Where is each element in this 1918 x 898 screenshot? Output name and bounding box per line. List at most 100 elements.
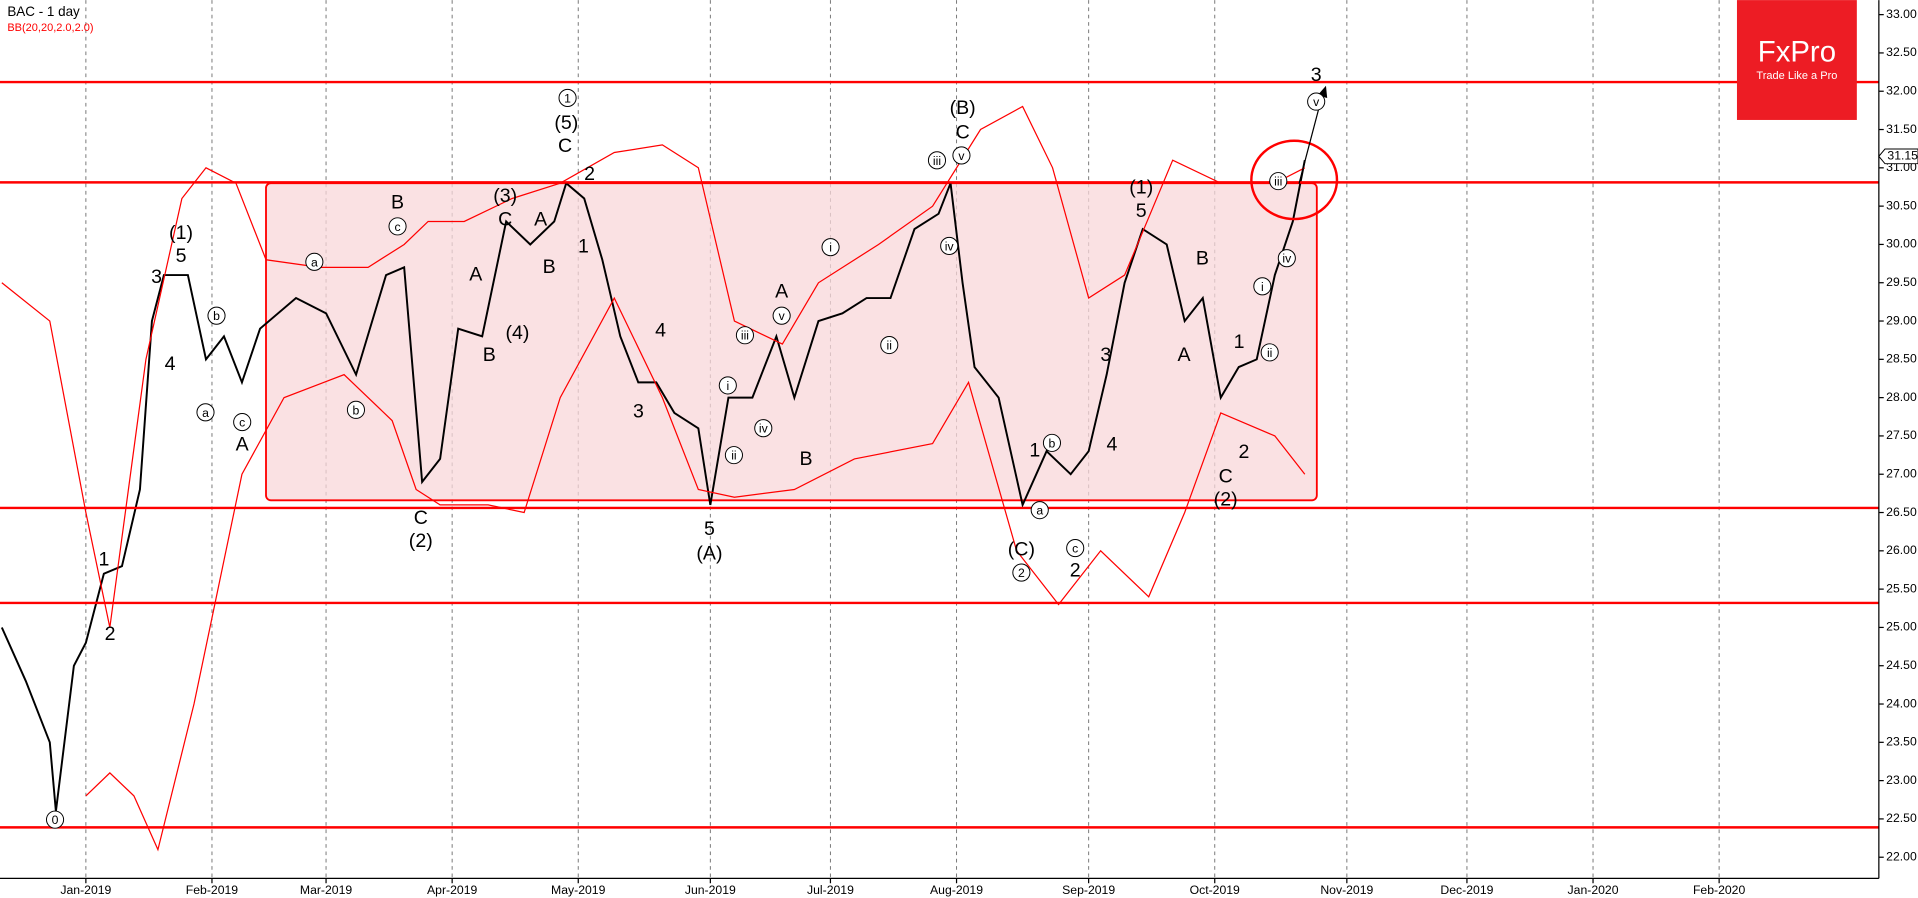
logo-slogan: Trade Like a Pro xyxy=(1756,70,1837,82)
y-tick-label: 30.00 xyxy=(1886,237,1917,251)
x-tick-label: Mar-2019 xyxy=(300,883,352,897)
x-tick-label: Nov-2019 xyxy=(1320,883,1373,897)
wave-label: iii xyxy=(933,154,941,168)
wave-label: b xyxy=(353,403,360,417)
wave-label: b xyxy=(213,309,220,323)
wave-label: B xyxy=(543,256,556,278)
band-line xyxy=(1,105,1306,628)
wave-label: 4 xyxy=(165,353,176,375)
wave-label: A xyxy=(534,208,548,230)
annotation-circle xyxy=(1012,563,1031,582)
wave-label: 3 xyxy=(1100,344,1111,366)
y-tick-label: 31.50 xyxy=(1886,122,1917,136)
wave-label: i xyxy=(1261,280,1264,294)
x-tick-label: Aug-2019 xyxy=(930,883,983,897)
wave-label: B xyxy=(483,344,496,366)
annotation-circle xyxy=(772,306,791,325)
y-tick-label: 28.50 xyxy=(1886,352,1917,366)
levels-layer xyxy=(0,80,1879,829)
logo-brand: FxPro xyxy=(1758,36,1836,69)
wave-label: v xyxy=(779,309,786,323)
wave-label: i xyxy=(726,379,729,393)
annotation-circle xyxy=(207,306,226,325)
wave-label: (A) xyxy=(696,542,722,564)
wave-label: A xyxy=(775,281,789,303)
wave-label: B xyxy=(391,191,404,213)
y-tick-label: 22.00 xyxy=(1886,849,1917,863)
wave-label: v xyxy=(958,149,965,163)
wave-label: i xyxy=(829,241,832,255)
wave-label: 4 xyxy=(1106,434,1117,456)
y-tick-label: 27.50 xyxy=(1886,428,1917,442)
wave-label: C xyxy=(414,507,428,529)
annotation-circle xyxy=(305,252,324,271)
wave-label: 2 xyxy=(1018,566,1025,580)
chart-title: BAC - 1 day xyxy=(7,4,80,19)
annotation-circle xyxy=(233,413,252,432)
wave-label: 5 xyxy=(176,245,187,267)
x-tick-label: Jun-2019 xyxy=(685,883,736,897)
y-tick-label: 23.00 xyxy=(1886,773,1917,787)
annotation-circle xyxy=(1253,277,1272,296)
x-tick-label: Dec-2019 xyxy=(1440,883,1493,897)
wave-label: ii xyxy=(887,338,892,352)
wave-label: b xyxy=(1049,436,1056,450)
wave-label: c xyxy=(239,416,245,430)
y-tick-label: 32.50 xyxy=(1886,45,1917,59)
wave-label: c xyxy=(394,220,400,234)
annotation-circle xyxy=(558,88,577,107)
wave-label: 0 xyxy=(52,813,59,827)
highlight-circle xyxy=(1250,139,1339,221)
annotation-circle xyxy=(724,446,743,465)
wave-label: A xyxy=(469,263,483,285)
last-price-label: 31.15 xyxy=(1887,149,1918,163)
wave-label: 1 xyxy=(578,235,589,257)
wave-label: A xyxy=(236,434,250,456)
annotations: 012345(1)abcAabBcC(2)AB(3)C(4)AB1(5)C213… xyxy=(45,64,1326,829)
wave-label: A xyxy=(1178,344,1192,366)
last-price-box xyxy=(1878,148,1918,165)
wave-label: C xyxy=(498,208,512,230)
x-tick-label: Sep-2019 xyxy=(1062,883,1115,897)
annotation-circle xyxy=(196,403,215,422)
wave-label: (1) xyxy=(1129,177,1153,199)
wave-label: c xyxy=(1072,542,1078,556)
annotation-circle xyxy=(952,146,971,165)
annotation-circle xyxy=(927,151,947,170)
axes: Jan-2019 Feb-2019 Mar-2019 Apr-2019 May-2019… xyxy=(60,7,1918,897)
y-tick-label: 24.00 xyxy=(1886,696,1917,710)
wave-label: v xyxy=(1313,95,1320,109)
wave-label: 1 xyxy=(564,91,571,105)
wave-label: a xyxy=(202,406,209,420)
wave-label: iv xyxy=(1282,252,1292,266)
annotation-circle xyxy=(1066,539,1085,558)
x-tick-label: Apr-2019 xyxy=(427,883,477,897)
band-line xyxy=(85,296,1306,852)
annotation-circle xyxy=(880,335,899,355)
wave-label: 1 xyxy=(1029,440,1040,462)
y-tick-label: 33.00 xyxy=(1886,7,1917,21)
wave-label: ii xyxy=(731,449,736,463)
wave-label: 1 xyxy=(99,548,110,570)
annotation-circle xyxy=(1260,343,1279,362)
wave-label: 3 xyxy=(633,400,644,422)
x-tick-label: Oct-2019 xyxy=(1190,883,1240,897)
wave-label: 3 xyxy=(1311,64,1322,86)
annotation-circle xyxy=(718,376,737,395)
zone-layer xyxy=(265,182,1318,502)
annotation-circle xyxy=(821,238,840,257)
wave-label: C xyxy=(1219,465,1233,487)
annotation-circle xyxy=(45,810,65,829)
annotation-circle xyxy=(1042,433,1062,452)
y-tick-label: 28.00 xyxy=(1886,390,1917,404)
wave-label: 4 xyxy=(655,320,666,342)
wave-label: iv xyxy=(759,422,769,436)
price-line xyxy=(0,160,1306,812)
wave-label: C xyxy=(956,122,970,144)
indicator-label: BB(20,20,2.0,2.0) xyxy=(7,22,93,34)
wave-label: ii xyxy=(1267,346,1272,360)
wave-label: iii xyxy=(741,329,749,343)
y-tick-label: 32.00 xyxy=(1886,83,1917,97)
wave-label: C xyxy=(558,135,572,157)
